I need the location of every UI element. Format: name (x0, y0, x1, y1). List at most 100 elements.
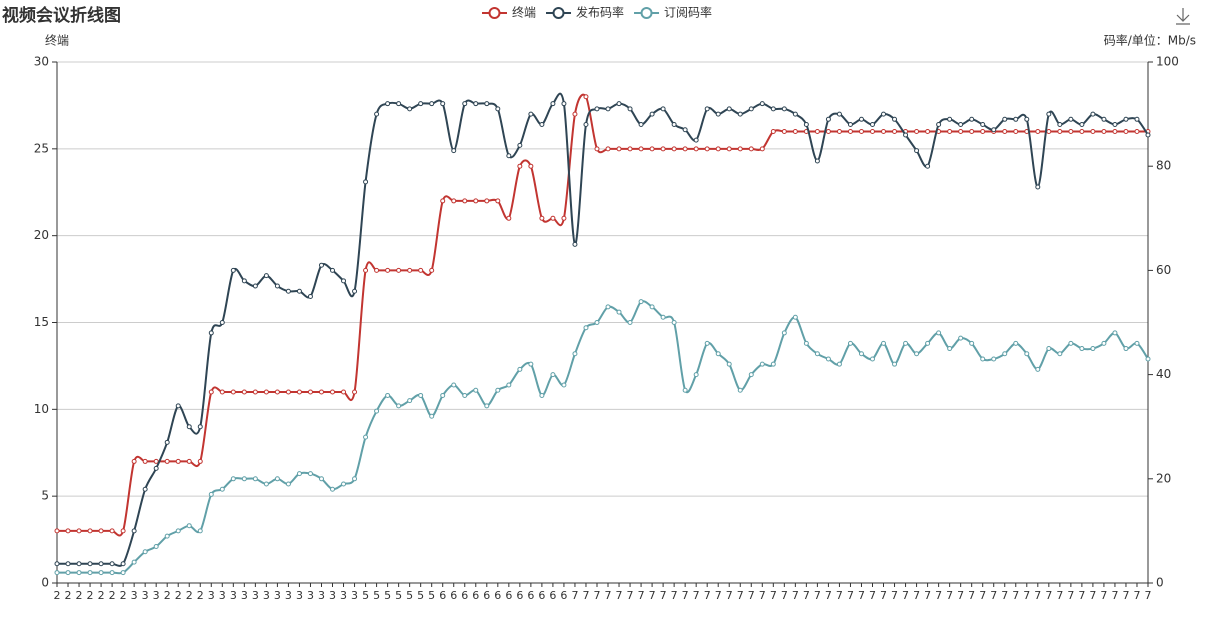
point (429, 101, 435, 107)
point (175, 528, 181, 534)
point (583, 94, 589, 100)
point (241, 476, 247, 482)
point (1123, 116, 1129, 122)
point (803, 340, 809, 346)
x-tick-label: 7 (1067, 589, 1074, 602)
y2-tick-label: 60 (1156, 263, 1171, 277)
point (341, 278, 347, 284)
x-tick-label: 7 (737, 589, 744, 602)
point (627, 146, 633, 152)
x-tick-label: 5 (384, 589, 391, 602)
point (1112, 122, 1118, 128)
point (737, 387, 743, 393)
point (142, 486, 148, 492)
point (352, 288, 358, 294)
x-tick-label: 7 (1034, 589, 1041, 602)
point (649, 111, 655, 117)
point (473, 101, 479, 107)
point (263, 481, 269, 487)
point (318, 262, 324, 268)
point (803, 122, 809, 128)
point (561, 215, 567, 221)
point (781, 128, 787, 134)
point (616, 146, 622, 152)
point (65, 528, 71, 534)
point (396, 101, 402, 107)
x-tick-label: 2 (164, 589, 171, 602)
point (407, 398, 413, 404)
point (1057, 351, 1063, 357)
point (693, 372, 699, 378)
point (1002, 116, 1008, 122)
x-tick-label: 7 (627, 589, 634, 602)
point (737, 146, 743, 152)
point (473, 198, 479, 204)
point (1112, 330, 1118, 336)
point (1112, 128, 1118, 134)
point (186, 424, 192, 430)
x-tick-label: 7 (1012, 589, 1019, 602)
point (980, 356, 986, 362)
x-tick-label: 6 (472, 589, 479, 602)
point (936, 122, 942, 128)
point (594, 320, 600, 325)
point (1134, 340, 1140, 346)
point (1024, 116, 1030, 122)
point (1046, 128, 1052, 134)
x-tick-label: 7 (935, 589, 942, 602)
download-icon[interactable] (1176, 8, 1190, 25)
point (1024, 351, 1030, 357)
point (142, 549, 148, 555)
point (341, 481, 347, 487)
point (307, 389, 313, 395)
point (605, 106, 611, 112)
point (847, 122, 853, 128)
point (451, 382, 457, 388)
point (318, 389, 324, 395)
point (572, 351, 578, 357)
x-tick-label: 7 (825, 589, 832, 602)
point (914, 148, 920, 154)
point (1035, 128, 1041, 134)
point (627, 106, 633, 112)
point (164, 533, 170, 539)
point (76, 570, 82, 576)
point (682, 127, 688, 133)
point (726, 361, 732, 367)
point (969, 128, 975, 134)
y-tick-label: 20 (34, 228, 49, 242)
point (175, 458, 181, 464)
point (252, 476, 258, 482)
x-tick-label: 5 (362, 589, 369, 602)
point (230, 389, 236, 395)
download-glyph[interactable] (1176, 8, 1190, 25)
point (274, 389, 280, 395)
point (252, 389, 258, 395)
x-tick-label: 7 (946, 589, 953, 602)
point (54, 570, 60, 576)
point (892, 128, 898, 134)
point (208, 389, 214, 395)
x-tick-label: 7 (1045, 589, 1052, 602)
x-tick-label: 5 (428, 589, 435, 602)
point (869, 356, 875, 362)
point (109, 570, 115, 576)
x-tick-label: 7 (858, 589, 865, 602)
point (517, 163, 523, 169)
point (649, 146, 655, 152)
point (296, 389, 302, 395)
point (164, 439, 170, 445)
point (385, 392, 391, 398)
legend-symbol (552, 7, 565, 19)
x-tick-label: 7 (1023, 589, 1030, 602)
point (858, 351, 864, 357)
point (429, 413, 435, 419)
point (704, 106, 710, 112)
x-tick-label: 7 (902, 589, 909, 602)
point (495, 387, 501, 393)
point (98, 528, 104, 534)
point (991, 127, 997, 133)
x-tick-label: 2 (98, 589, 105, 602)
point (881, 111, 887, 117)
point (947, 128, 953, 134)
